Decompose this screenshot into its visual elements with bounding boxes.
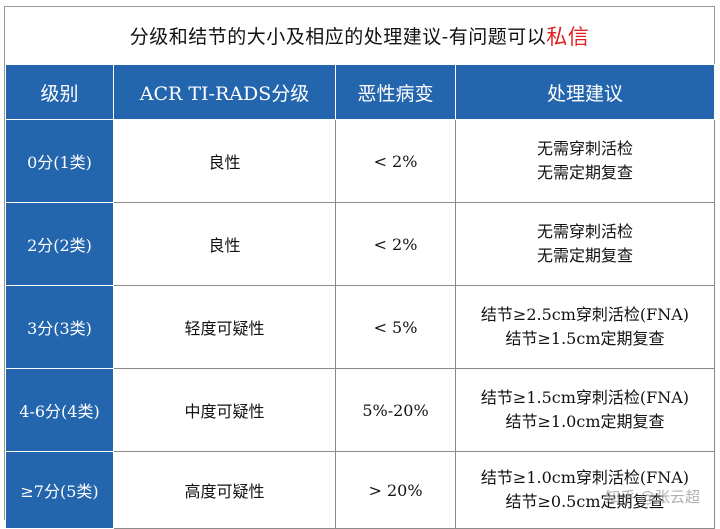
cell-classification: 良性 bbox=[113, 119, 336, 203]
watermark: 知乎 @张云超 bbox=[605, 488, 700, 506]
cell-malignancy: < 5% bbox=[335, 285, 456, 369]
title-main: 分级和结节的大小及相应的处理建议-有问题可以 bbox=[129, 26, 547, 48]
cell-advice: 结节≥1.0cm穿刺活检(FNA) 结节≥0.5cm定期复查 bbox=[455, 451, 715, 529]
header-malignancy: 恶性病变 bbox=[335, 64, 456, 120]
advice-line: 无需定期复查 bbox=[536, 163, 633, 182]
advice-line: 结节≥1.5cm定期复查 bbox=[505, 329, 665, 348]
table-row: ≥7分(5类) 高度可疑性 > 20% 结节≥1.0cm穿刺活检(FNA) 结节… bbox=[5, 451, 715, 529]
page-title: 分级和结节的大小及相应的处理建议-有问题可以 私信 bbox=[5, 7, 714, 64]
table-row: 4-6分(4类) 中度可疑性 5%-20% 结节≥1.5cm穿刺活检(FNA) … bbox=[5, 368, 715, 452]
cell-classification: 中度可疑性 bbox=[113, 368, 336, 452]
cell-malignancy: 5%-20% bbox=[335, 368, 456, 452]
cell-grade: 3分(3类) bbox=[5, 285, 114, 369]
table-row: 0分(1类) 良性 < 2% 无需穿刺活检 无需定期复查 bbox=[5, 119, 715, 203]
cell-malignancy: < 2% bbox=[335, 119, 456, 203]
cell-grade: 2分(2类) bbox=[5, 202, 114, 286]
cell-malignancy: < 2% bbox=[335, 202, 456, 286]
advice-line: 结节≥1.0cm穿刺活检(FNA) bbox=[480, 468, 690, 487]
advice-line: 结节≥2.5cm穿刺活检(FNA) bbox=[480, 305, 690, 324]
table-row: 3分(3类) 轻度可疑性 < 5% 结节≥2.5cm穿刺活检(FNA) 结节≥1… bbox=[5, 285, 715, 369]
cell-grade: 4-6分(4类) bbox=[5, 368, 114, 452]
cell-advice: 结节≥2.5cm穿刺活检(FNA) 结节≥1.5cm定期复查 bbox=[455, 285, 715, 369]
cell-malignancy: > 20% bbox=[335, 451, 456, 529]
header-classification: ACR TI-RADS分级 bbox=[113, 64, 336, 120]
cell-classification: 良性 bbox=[113, 202, 336, 286]
cell-grade: ≥7分(5类) bbox=[5, 451, 114, 529]
advice-line: 结节≥1.5cm穿刺活检(FNA) bbox=[480, 388, 690, 407]
advice-line: 无需穿刺活检 bbox=[536, 222, 633, 241]
table-header-row: 级别 ACR TI-RADS分级 恶性病变 处理建议 bbox=[5, 64, 715, 120]
cell-advice: 结节≥1.5cm穿刺活检(FNA) 结节≥1.0cm定期复查 bbox=[455, 368, 715, 452]
cell-advice: 无需穿刺活检 无需定期复查 bbox=[455, 119, 715, 203]
header-advice: 处理建议 bbox=[455, 64, 715, 120]
header-grade: 级别 bbox=[5, 64, 114, 120]
cell-grade: 0分(1类) bbox=[5, 119, 114, 203]
advice-line: 结节≥1.0cm定期复查 bbox=[505, 412, 665, 431]
title-accent: 私信 bbox=[546, 24, 590, 49]
advice-line: 无需穿刺活检 bbox=[536, 139, 633, 158]
advice-line: 结节≥0.5cm定期复查 bbox=[505, 492, 665, 511]
cell-advice: 无需穿刺活检 无需定期复查 bbox=[455, 202, 715, 286]
cell-classification: 轻度可疑性 bbox=[113, 285, 336, 369]
cell-classification: 高度可疑性 bbox=[113, 451, 336, 529]
table-row: 2分(2类) 良性 < 2% 无需穿刺活检 无需定期复查 bbox=[5, 202, 715, 286]
document-frame: 分级和结节的大小及相应的处理建议-有问题可以 私信 级别 ACR TI-RADS分… bbox=[4, 6, 715, 529]
advice-line: 无需定期复查 bbox=[536, 246, 633, 265]
tirads-table: 级别 ACR TI-RADS分级 恶性病变 处理建议 0分(1类) 良性 < 2… bbox=[5, 64, 715, 529]
